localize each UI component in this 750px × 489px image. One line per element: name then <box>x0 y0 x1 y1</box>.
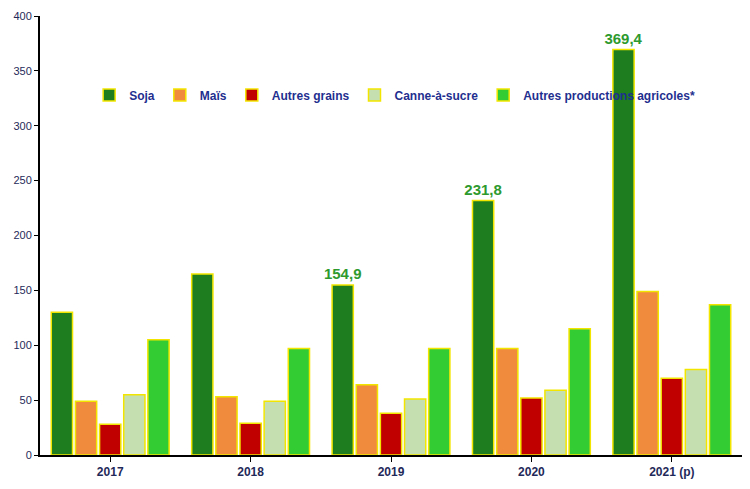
svg-text:400: 400 <box>13 10 31 22</box>
svg-text:250: 250 <box>13 174 31 186</box>
svg-text:300: 300 <box>13 120 31 132</box>
svg-text:2020: 2020 <box>518 465 545 479</box>
svg-text:Soja: Soja <box>129 89 155 103</box>
svg-text:2019: 2019 <box>378 465 405 479</box>
svg-text:2017: 2017 <box>97 465 124 479</box>
svg-text:150: 150 <box>13 284 31 296</box>
svg-text:231,8: 231,8 <box>464 181 502 198</box>
svg-text:350: 350 <box>13 65 31 77</box>
svg-text:50: 50 <box>20 394 32 406</box>
svg-text:154,9: 154,9 <box>324 265 362 282</box>
svg-text:2021 (p): 2021 (p) <box>649 465 694 479</box>
svg-text:0: 0 <box>26 449 32 461</box>
svg-text:Autres grains: Autres grains <box>272 89 350 103</box>
svg-text:369,4: 369,4 <box>604 30 642 47</box>
svg-text:2018: 2018 <box>237 465 264 479</box>
svg-text:Maïs: Maïs <box>200 89 227 103</box>
svg-text:200: 200 <box>13 229 31 241</box>
svg-text:Autres productions agricoles*: Autres productions agricoles* <box>523 89 695 103</box>
svg-text:100: 100 <box>13 339 31 351</box>
svg-text:Canne-à-sucre: Canne-à-sucre <box>394 89 478 103</box>
